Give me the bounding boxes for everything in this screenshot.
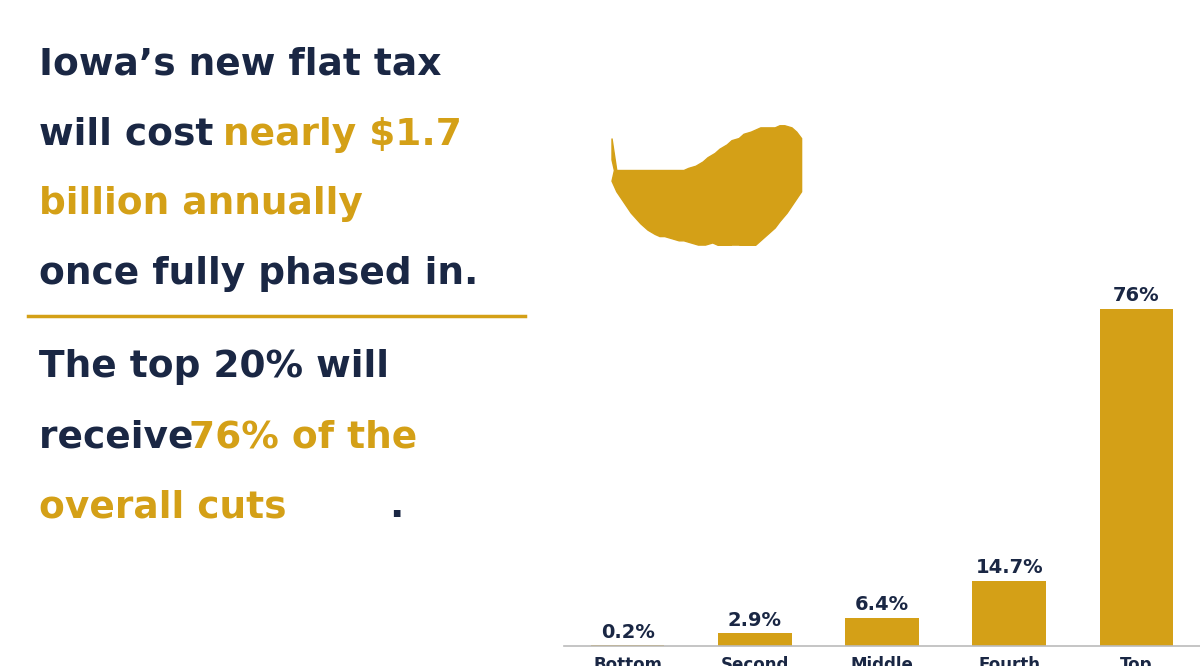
Text: .: . bbox=[389, 489, 403, 525]
Text: Iowa’s new flat tax: Iowa’s new flat tax bbox=[40, 47, 442, 83]
Text: 0.2%: 0.2% bbox=[601, 623, 654, 641]
Bar bbox=[845, 617, 919, 646]
Text: 2.9%: 2.9% bbox=[728, 611, 782, 629]
Text: once fully phased in.: once fully phased in. bbox=[40, 256, 479, 292]
Text: 76%: 76% bbox=[1114, 286, 1159, 305]
Bar bbox=[718, 633, 792, 646]
Text: 14.7%: 14.7% bbox=[976, 558, 1043, 577]
Text: The top 20% will: The top 20% will bbox=[40, 349, 390, 385]
Text: billion annually: billion annually bbox=[40, 186, 364, 222]
Text: 6.4%: 6.4% bbox=[854, 595, 910, 614]
Bar bbox=[1099, 308, 1174, 646]
Polygon shape bbox=[612, 126, 802, 249]
Text: will cost: will cost bbox=[40, 117, 227, 153]
Bar bbox=[590, 645, 665, 646]
Bar bbox=[972, 581, 1046, 646]
Text: Share of overall tax
cuts from flat tax: Share of overall tax cuts from flat tax bbox=[608, 338, 856, 381]
Text: receive: receive bbox=[40, 419, 206, 455]
Text: 76% of the: 76% of the bbox=[188, 419, 418, 455]
Text: overall cuts: overall cuts bbox=[40, 489, 287, 525]
Text: nearly $1.7: nearly $1.7 bbox=[223, 117, 462, 153]
